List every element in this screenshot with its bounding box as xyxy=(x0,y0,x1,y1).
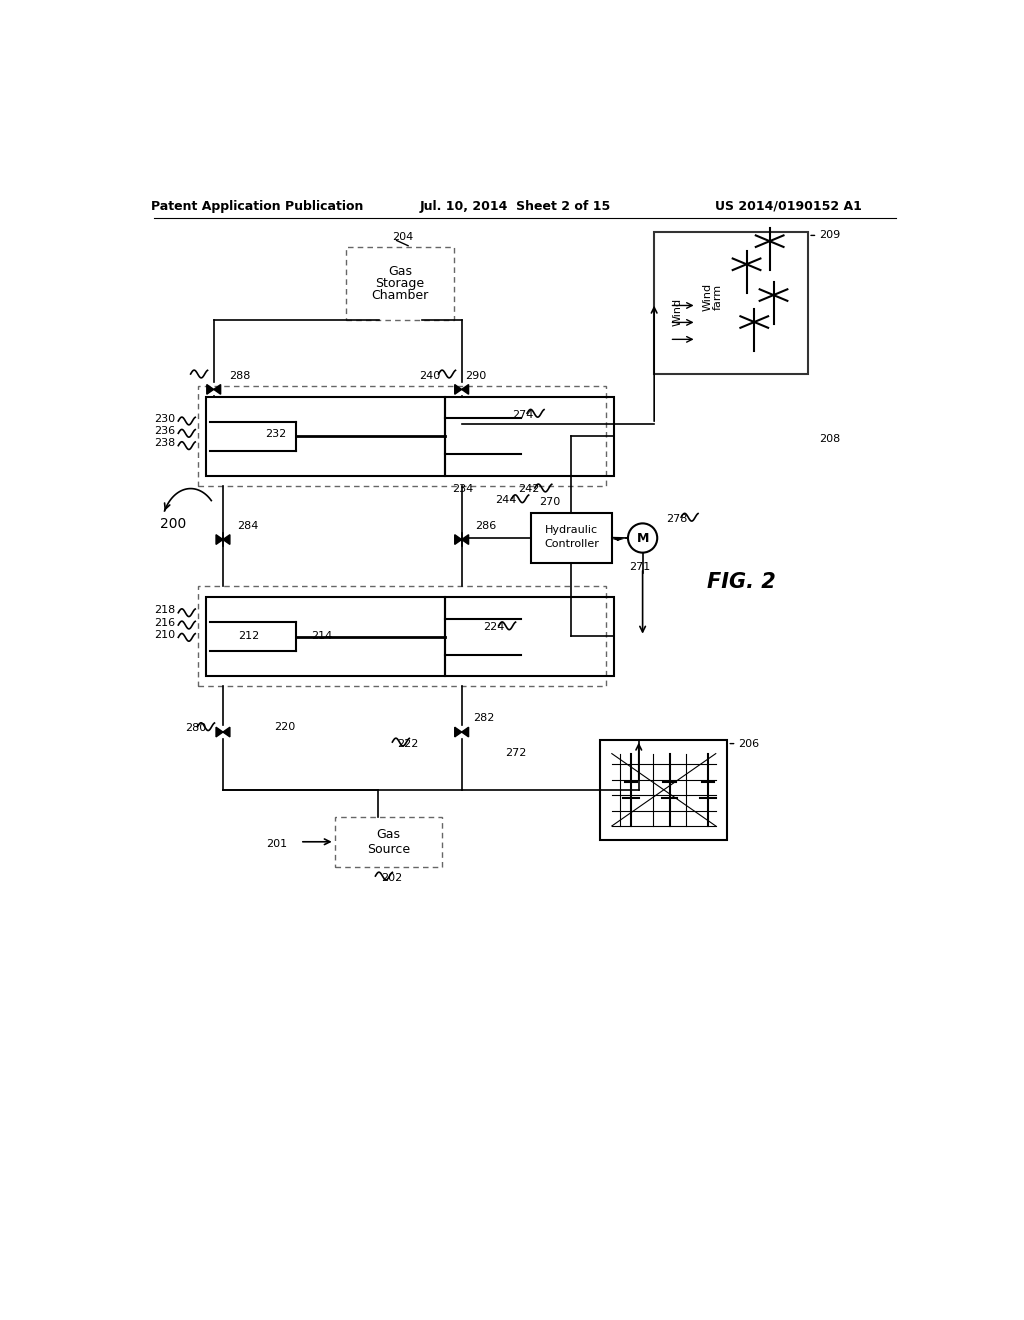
Text: 242: 242 xyxy=(518,484,540,495)
Text: 236: 236 xyxy=(154,426,175,436)
Text: Hydraulic: Hydraulic xyxy=(545,525,598,535)
Text: 278: 278 xyxy=(666,513,687,524)
Polygon shape xyxy=(216,727,223,737)
Text: 204: 204 xyxy=(392,232,414,242)
Text: 230: 230 xyxy=(154,413,175,424)
Polygon shape xyxy=(455,384,462,395)
Polygon shape xyxy=(455,727,462,737)
Text: 272: 272 xyxy=(505,748,526,758)
Text: 238: 238 xyxy=(154,438,175,449)
Text: 214: 214 xyxy=(311,631,333,640)
Text: 212: 212 xyxy=(239,631,260,640)
Text: M: M xyxy=(637,532,649,545)
Text: 216: 216 xyxy=(154,618,175,628)
Text: 290: 290 xyxy=(466,371,486,380)
Text: 208: 208 xyxy=(819,434,840,445)
Text: 232: 232 xyxy=(265,429,287,440)
Text: Jul. 10, 2014  Sheet 2 of 15: Jul. 10, 2014 Sheet 2 of 15 xyxy=(420,199,611,213)
Text: 282: 282 xyxy=(473,713,495,723)
Text: 201: 201 xyxy=(266,838,288,849)
Text: Patent Application Publication: Patent Application Publication xyxy=(152,199,364,213)
Text: 200: 200 xyxy=(160,517,186,531)
Text: 244: 244 xyxy=(495,495,516,506)
Polygon shape xyxy=(214,384,220,395)
Text: 234: 234 xyxy=(453,484,474,495)
Polygon shape xyxy=(455,535,462,544)
Text: 210: 210 xyxy=(154,630,175,640)
Text: Wind: Wind xyxy=(703,282,713,312)
Text: 270: 270 xyxy=(539,496,560,507)
Polygon shape xyxy=(223,727,230,737)
Text: US 2014/0190152 A1: US 2014/0190152 A1 xyxy=(716,199,862,213)
Polygon shape xyxy=(462,384,469,395)
Text: 209: 209 xyxy=(819,231,840,240)
Polygon shape xyxy=(462,535,469,544)
Text: Wind: Wind xyxy=(673,298,682,326)
Polygon shape xyxy=(216,535,223,544)
Text: Chamber: Chamber xyxy=(372,289,429,302)
Text: 222: 222 xyxy=(397,739,419,748)
Text: 206: 206 xyxy=(738,739,759,748)
Text: farm: farm xyxy=(713,284,723,310)
Polygon shape xyxy=(462,727,469,737)
Text: 240: 240 xyxy=(419,371,440,380)
Text: Gas: Gas xyxy=(377,828,400,841)
Text: ◄►: ◄► xyxy=(612,533,626,543)
Polygon shape xyxy=(207,384,214,395)
Polygon shape xyxy=(223,535,230,544)
Text: 274: 274 xyxy=(512,409,534,420)
Text: 224: 224 xyxy=(483,622,505,632)
Text: 202: 202 xyxy=(381,874,402,883)
Text: 271: 271 xyxy=(629,562,650,573)
Text: Controller: Controller xyxy=(544,539,599,549)
Text: 280: 280 xyxy=(185,723,207,733)
Text: Gas: Gas xyxy=(388,265,412,277)
Text: 286: 286 xyxy=(475,520,497,531)
Text: 288: 288 xyxy=(229,371,251,380)
Text: Storage: Storage xyxy=(376,277,425,290)
Text: FIG. 2: FIG. 2 xyxy=(707,572,775,591)
Text: 284: 284 xyxy=(237,520,258,531)
Text: Source: Source xyxy=(367,843,410,855)
Text: 220: 220 xyxy=(274,722,295,731)
Text: 218: 218 xyxy=(154,606,175,615)
